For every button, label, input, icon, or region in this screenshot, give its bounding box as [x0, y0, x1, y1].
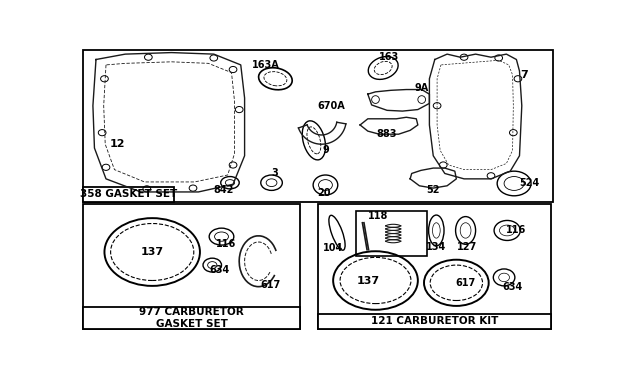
Text: 634: 634	[209, 265, 229, 275]
Bar	[356, 211, 427, 256]
Text: 524: 524	[520, 178, 539, 188]
Bar	[317, 203, 551, 329]
Text: 12: 12	[110, 139, 125, 149]
Text: 163: 163	[378, 52, 399, 62]
Text: 163A: 163A	[252, 60, 280, 70]
Text: 52: 52	[427, 186, 440, 195]
Bar	[83, 50, 552, 202]
Bar	[83, 203, 300, 329]
Text: 127: 127	[457, 242, 477, 252]
Text: 116: 116	[216, 239, 236, 249]
Bar	[317, 314, 551, 329]
Text: 3: 3	[272, 168, 278, 178]
Text: 7: 7	[520, 70, 528, 80]
Text: 20: 20	[317, 188, 330, 199]
Text: 842: 842	[214, 186, 234, 195]
Text: 137: 137	[141, 247, 164, 257]
Text: 634: 634	[502, 282, 523, 292]
Text: 358 GASKET SET: 358 GASKET SET	[80, 189, 177, 199]
Text: 883: 883	[377, 129, 397, 139]
Text: 121 CARBURETOR KIT: 121 CARBURETOR KIT	[371, 316, 498, 326]
Text: 670A: 670A	[317, 101, 345, 111]
Text: 137: 137	[356, 276, 379, 285]
Text: 116: 116	[507, 226, 526, 236]
Text: 134: 134	[426, 242, 446, 252]
Text: 118: 118	[368, 211, 388, 221]
Bar	[83, 307, 300, 329]
Text: 104: 104	[323, 243, 343, 253]
Text: 977 CARBURETOR
GASKET SET: 977 CARBURETOR GASKET SET	[139, 307, 244, 329]
Bar	[83, 187, 174, 202]
Text: 9: 9	[322, 145, 329, 154]
Text: 617: 617	[456, 278, 476, 288]
Text: 617: 617	[260, 280, 280, 290]
Text: 9A: 9A	[415, 83, 429, 93]
